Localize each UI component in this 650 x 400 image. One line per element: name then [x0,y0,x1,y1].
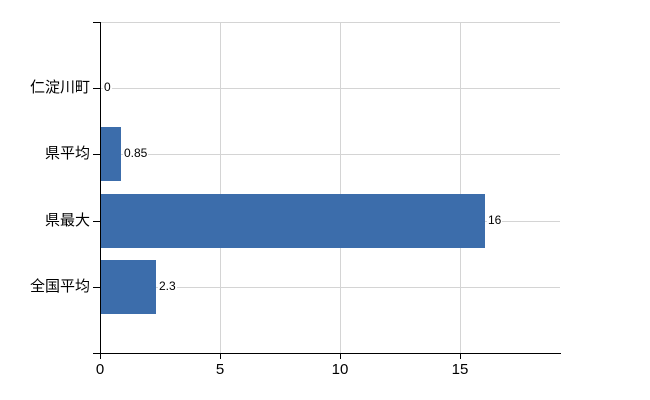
bar [101,194,485,248]
bar-value-label: 16 [487,213,503,229]
bar [101,127,121,181]
y-gridline [100,287,560,288]
category-label: 仁淀川町 [29,79,90,96]
x-gridline [340,22,341,353]
bar-value-label: 2.3 [158,279,177,295]
bar-value-label: 0.85 [123,146,149,162]
x-tick-label: 5 [215,361,225,378]
y-axis-line [100,22,101,359]
x-tick-label: 0 [95,361,105,378]
category-label: 全国平均 [29,278,90,295]
category-label: 県平均 [44,145,90,162]
y-gridline [100,88,560,89]
category-label: 県最大 [44,212,90,229]
x-gridline [220,22,221,353]
y-tick [93,22,100,23]
x-gridline [460,22,461,353]
x-tick [220,353,221,359]
y-tick [93,88,100,89]
y-tick [93,287,100,288]
x-tick [340,353,341,359]
x-tick-label: 10 [331,361,349,378]
y-tick [93,154,100,155]
x-tick [460,353,461,359]
plot-top-border [100,22,560,23]
y-tick [93,353,100,354]
bar [101,260,156,314]
x-axis-line [100,353,561,354]
bar-value-label: 0 [103,80,112,96]
x-tick-label: 15 [451,361,469,378]
y-tick [93,221,100,222]
y-gridline [100,154,560,155]
